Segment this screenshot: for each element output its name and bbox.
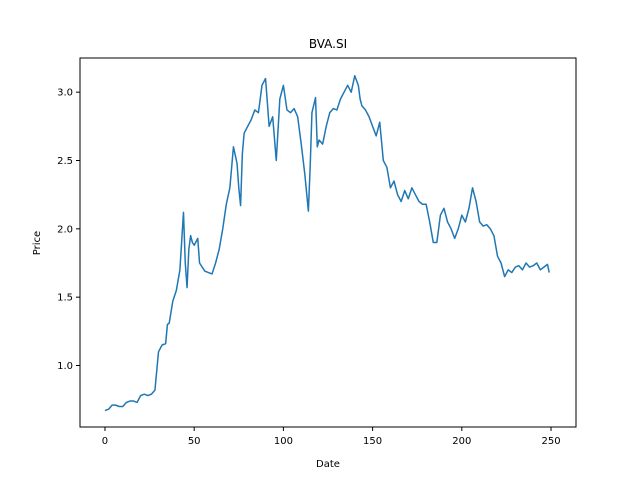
x-tick-label: 50 (188, 436, 201, 447)
plot-area (104, 75, 550, 412)
x-tick-label: 250 (541, 436, 560, 447)
x-tick-label: 200 (452, 436, 471, 447)
y-tick-label: 2.0 (57, 224, 73, 235)
series-line-0 (104, 75, 550, 412)
x-tick-label: 100 (274, 436, 293, 447)
x-tick-label: 150 (363, 436, 382, 447)
axes-frame (79, 57, 577, 428)
chart-title: BVA.SI (309, 37, 347, 51)
y-tick-label: 1.5 (57, 293, 73, 304)
y-tick-label: 3.0 (57, 88, 73, 99)
x-axis: 0 50 100 150 200 250 (102, 427, 561, 447)
y-tick-label: 1.0 (57, 361, 73, 372)
y-axis: 1.0 1.5 2.0 2.5 3.0 (57, 88, 80, 372)
y-axis-label: Price (32, 231, 43, 255)
x-axis-label: Date (316, 459, 340, 470)
x-tick-label: 0 (102, 436, 108, 447)
y-tick-label: 2.5 (57, 156, 73, 167)
